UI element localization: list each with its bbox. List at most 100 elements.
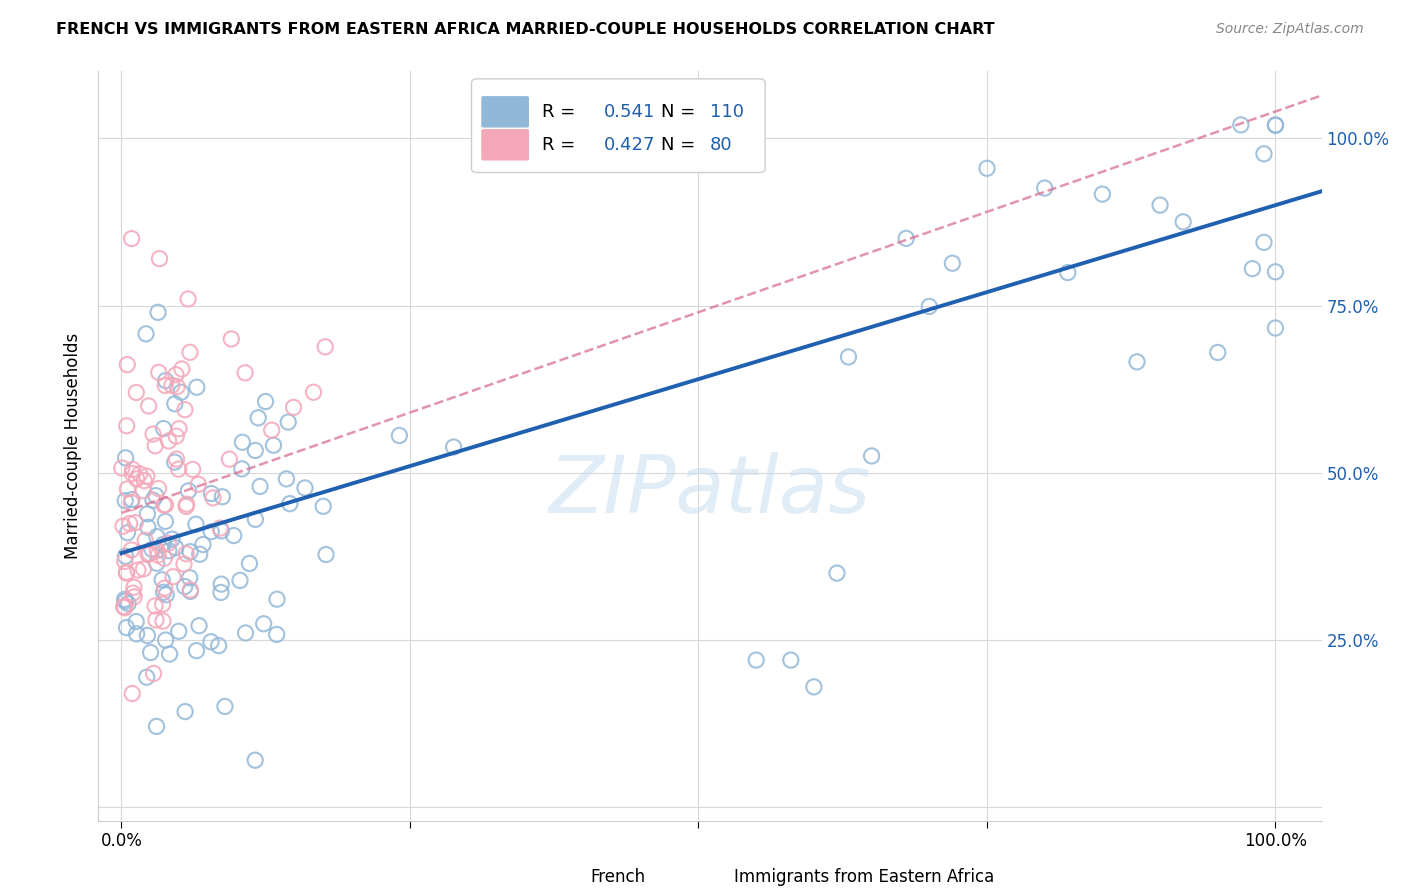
Point [163, 455, 186, 469]
Point [249, 479, 271, 493]
Point [167, 462, 190, 476]
Point [160, 532, 183, 546]
Point [247, 410, 270, 425]
Point [136, 507, 159, 521]
FancyBboxPatch shape [471, 78, 765, 172]
Point [127, 563, 149, 577]
Point [114, 592, 136, 607]
Point [277, 415, 299, 429]
Point [187, 477, 209, 491]
Point [143, 599, 166, 613]
Point [263, 438, 285, 452]
Text: N =: N = [661, 136, 696, 153]
Point [388, 428, 411, 442]
Point [162, 570, 184, 584]
Point [134, 533, 156, 548]
Point [1253, 235, 1275, 250]
Point [1253, 146, 1275, 161]
Point [111, 461, 134, 475]
Point [1056, 266, 1078, 280]
Point [191, 537, 214, 551]
Point [121, 687, 143, 701]
Point [231, 435, 253, 450]
Point [181, 462, 204, 476]
Point [165, 429, 187, 443]
Point [443, 440, 465, 454]
Point [238, 557, 260, 571]
Point [254, 394, 277, 409]
Point [155, 374, 177, 388]
Text: R =: R = [543, 103, 582, 120]
Point [779, 653, 801, 667]
Point [209, 524, 232, 538]
Point [276, 472, 298, 486]
Point [114, 549, 136, 564]
Point [125, 472, 148, 486]
Point [112, 599, 135, 614]
Point [186, 643, 208, 657]
Point [173, 580, 195, 594]
Point [121, 462, 143, 476]
Point [152, 585, 174, 599]
Point [1264, 118, 1286, 132]
Text: N =: N = [661, 103, 696, 120]
Point [115, 358, 138, 372]
Point [165, 368, 187, 382]
Point [166, 452, 188, 467]
FancyBboxPatch shape [481, 96, 529, 128]
Point [253, 616, 276, 631]
Point [141, 542, 163, 557]
Point [803, 680, 825, 694]
Point [138, 399, 160, 413]
Point [155, 378, 177, 392]
Point [745, 653, 768, 667]
Point [200, 486, 222, 500]
FancyBboxPatch shape [706, 865, 728, 888]
Point [825, 566, 848, 581]
Point [148, 366, 170, 380]
Point [173, 557, 195, 571]
Point [125, 615, 148, 629]
Point [260, 423, 283, 437]
Point [312, 500, 335, 514]
Point [174, 547, 197, 561]
Point [177, 292, 200, 306]
Point [235, 626, 257, 640]
Point [125, 385, 148, 400]
Point [121, 232, 143, 246]
Point [174, 402, 197, 417]
Point [152, 498, 174, 512]
Point [145, 557, 167, 571]
Point [142, 427, 165, 442]
Point [145, 489, 167, 503]
Point [132, 483, 155, 498]
Point [114, 450, 136, 465]
Point [115, 566, 138, 581]
Text: FRENCH VS IMMIGRANTS FROM EASTERN AFRICA MARRIED-COUPLE HOUSEHOLDS CORRELATION C: FRENCH VS IMMIGRANTS FROM EASTERN AFRICA… [56, 22, 995, 37]
Point [114, 594, 136, 608]
Point [122, 590, 145, 604]
Point [1091, 187, 1114, 202]
Point [155, 588, 177, 602]
Point [165, 541, 187, 555]
Point [157, 434, 180, 448]
Point [122, 586, 145, 600]
Point [1206, 345, 1229, 359]
Point [1149, 198, 1171, 212]
Point [125, 627, 148, 641]
Point [222, 528, 245, 542]
Point [155, 515, 177, 529]
Point [135, 469, 157, 483]
Point [170, 385, 193, 400]
Point [157, 536, 180, 550]
Point [200, 634, 222, 648]
Point [860, 449, 883, 463]
Point [229, 574, 252, 588]
Point [148, 252, 170, 266]
Point [179, 571, 201, 585]
Point [1264, 119, 1286, 133]
Point [976, 161, 998, 176]
Point [167, 624, 190, 639]
Point [231, 462, 253, 476]
Point [896, 231, 918, 245]
